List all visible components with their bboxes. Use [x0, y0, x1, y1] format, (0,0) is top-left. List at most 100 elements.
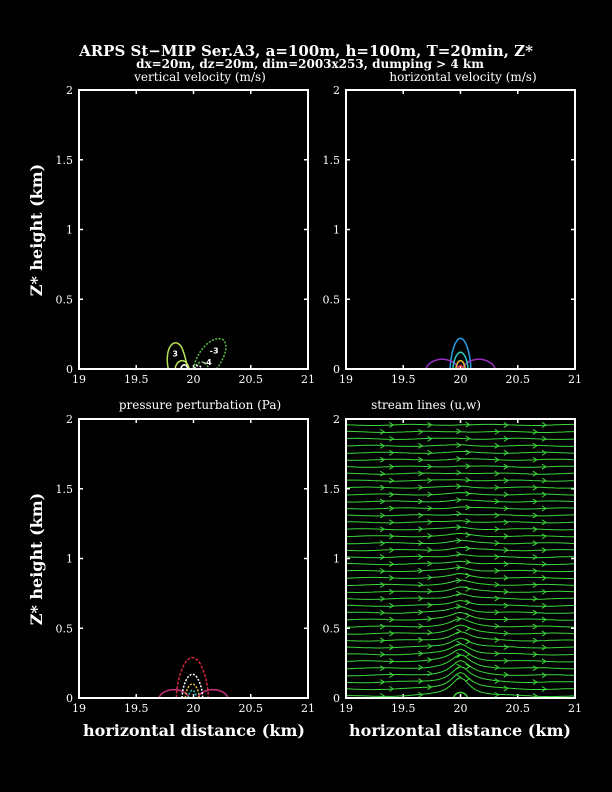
streamline-arrow: [427, 449, 433, 456]
streamline-arrow: [418, 567, 424, 574]
streamline-arrow: [418, 442, 424, 449]
streamline-arrow: [418, 498, 424, 505]
streamline-arrow: [418, 691, 424, 698]
contour-line: [452, 351, 469, 369]
streamline: [345, 637, 576, 649]
streamline-arrow: [503, 657, 509, 664]
streamline-arrow: [541, 533, 547, 540]
streamline-arrow: [379, 595, 386, 602]
streamline-arrow: [503, 505, 509, 512]
streamline-arrow: [379, 581, 386, 588]
streamline-arrow: [503, 547, 509, 553]
streamline: [345, 492, 576, 496]
streamline-arrow: [379, 665, 386, 672]
plot-frame: [78, 418, 309, 699]
streamline-arrow: [503, 463, 509, 470]
streamline-arrow: [389, 575, 395, 581]
streamline-arrow: [389, 588, 395, 595]
streamline-arrow: [494, 691, 500, 698]
streamline-arrow: [456, 640, 462, 647]
streamline-arrow: [541, 630, 547, 637]
streamline: [345, 648, 576, 663]
streamline-arrow: [389, 477, 395, 484]
streamline-arrow: [532, 637, 538, 644]
streamline-arrow: [456, 510, 462, 517]
streamline-arrow: [379, 609, 386, 616]
streamline-arrow: [389, 505, 395, 512]
streamline-arrow: [456, 483, 462, 490]
plot-frame: [345, 418, 576, 699]
panel-stream-lines: stream lines (u,w) 19 19.5 20 20.5 21 0 0.5 1 1.…: [323, 398, 583, 740]
streamline-arrow: [465, 518, 471, 525]
streamline-arrow: [465, 545, 471, 552]
contour-line: [174, 359, 190, 369]
streamline-arrow: [503, 449, 509, 456]
y-tick-label: 2: [333, 84, 340, 97]
x-tick-label: 20: [187, 373, 201, 386]
streamline-arrow: [532, 470, 538, 477]
streamline-arrow: [379, 651, 386, 658]
streamline: [345, 572, 575, 580]
y-tick-label: 1: [333, 553, 340, 566]
streamline-arrow: [456, 577, 462, 584]
streamline-arrow: [456, 674, 462, 681]
streamline-arrow: [503, 685, 509, 692]
streamline-arrow: [541, 477, 547, 484]
streamline-arrow: [541, 422, 547, 428]
streamline-arrow: [389, 602, 395, 609]
streamline-arrow: [532, 679, 538, 685]
x-tick-label: 20: [454, 373, 468, 386]
x-tick-label: 21: [301, 702, 315, 715]
streamline-arrow: [465, 651, 471, 658]
streamline-arrow: [541, 547, 547, 554]
streamline-arrow: [379, 540, 386, 547]
y-tick-label: 1: [333, 224, 340, 237]
y-tick-label: 0.5: [323, 293, 341, 306]
streamline-arrow: [389, 616, 395, 623]
streamline-arrow: [541, 491, 547, 498]
streamline-arrow: [532, 484, 538, 491]
streamline: [345, 532, 575, 538]
panel-title: pressure perturbation (Pa): [119, 398, 281, 412]
streamline-arrow: [494, 428, 500, 435]
streamline: [452, 691, 469, 699]
x-tick-label: 20.5: [506, 702, 531, 715]
streamline-arrow: [465, 612, 471, 619]
streamline-arrow: [503, 435, 509, 442]
contour-line: [449, 337, 472, 370]
x-axis-label: horizontal distance (km): [83, 721, 305, 740]
x-tick-label: 20: [187, 702, 201, 715]
contour-line: [197, 688, 229, 699]
streamline-arrow: [427, 574, 433, 581]
streamline-arrow: [541, 435, 547, 442]
streamline-arrow: [427, 670, 433, 677]
streamline-arrow: [465, 599, 471, 606]
streamline-arrow: [427, 421, 433, 428]
streamline-arrow: [503, 477, 509, 484]
streamline-arrow: [541, 449, 547, 456]
streamline-arrow: [389, 685, 395, 692]
panel-title: horizontal velocity (m/s): [389, 70, 536, 84]
streamline-arrow: [532, 540, 538, 547]
streamline-arrow: [494, 678, 500, 685]
streamline-arrow: [503, 602, 509, 609]
streamline-arrow: [456, 628, 462, 635]
streamline-arrow: [389, 672, 395, 678]
x-axis-label: horizontal distance (km): [349, 721, 571, 740]
streamline-arrow: [389, 644, 395, 651]
streamline-arrow: [418, 581, 424, 588]
streamline: [345, 506, 576, 510]
streamline-arrow: [541, 644, 547, 651]
streamline: [345, 611, 576, 621]
streamline-arrow: [456, 652, 462, 659]
streamline-arrow: [532, 526, 538, 533]
streamline-arrow: [465, 572, 471, 579]
streamline: [345, 671, 576, 691]
streamline-arrow: [418, 428, 424, 435]
streamline-arrow: [456, 603, 462, 610]
streamline-arrow: [427, 629, 433, 636]
contour-line: [180, 364, 189, 370]
streamline-arrow: [427, 560, 433, 567]
streamline-arrow: [427, 656, 433, 663]
